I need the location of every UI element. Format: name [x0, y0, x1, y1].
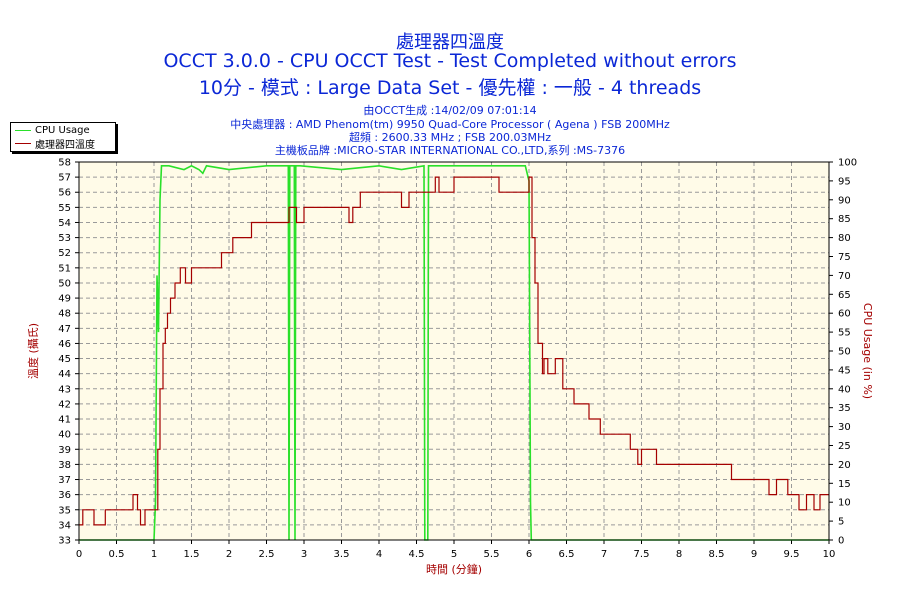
- y-right-tick-label: 10: [838, 498, 851, 509]
- x-tick-label: 7.5: [634, 549, 650, 560]
- plot-frame: [78, 161, 830, 541]
- y-right-tick-label: 45: [838, 365, 851, 376]
- series-line-temperature: [79, 176, 829, 526]
- y-right-tick-label: 100: [838, 158, 857, 169]
- x-tick-label: 0: [76, 549, 82, 560]
- y-left-tick-label: 42: [58, 399, 71, 410]
- x-tick-label: 3: [301, 549, 307, 560]
- y-left-tick-label: 51: [58, 263, 71, 274]
- legend-swatch-temp: [15, 143, 31, 144]
- y-right-tick-label: 0: [838, 536, 844, 547]
- y-left-tick-label: 37: [58, 475, 71, 486]
- x-tick-label: 8: [676, 549, 682, 560]
- chart-subtitle-test: OCCT 3.0.0 - CPU OCCT Test - Test Comple…: [163, 50, 737, 72]
- y-left-tick-label: 49: [58, 294, 71, 305]
- y-right-tick-label: 35: [838, 403, 851, 414]
- y-right-tick-label: 75: [838, 252, 851, 263]
- y-left-tick-label: 48: [58, 309, 71, 320]
- x-tick-label: 5.5: [484, 549, 500, 560]
- y-left-tick-label: 39: [58, 445, 71, 456]
- x-tick-label: 1: [151, 549, 157, 560]
- y-right-tick-label: 50: [838, 347, 851, 358]
- y-left-tick-label: 50: [58, 278, 71, 289]
- y-left-tick-label: 44: [58, 369, 71, 380]
- legend-item-cpu: CPU Usage: [15, 124, 90, 137]
- x-tick-label: 10: [823, 549, 836, 560]
- y-left-tick-label: 41: [58, 415, 71, 426]
- y-left-tick-label: 47: [58, 324, 71, 335]
- x-tick-label: 4: [376, 549, 382, 560]
- y-right-tick-label: 90: [838, 195, 851, 206]
- x-tick-label: 9.5: [784, 549, 800, 560]
- y-left-tick-label: 54: [58, 218, 71, 229]
- x-axis-label: 時間 (分鐘): [426, 562, 482, 576]
- series-line-cpu-usage: [79, 164, 829, 541]
- legend-label-cpu: CPU Usage: [35, 125, 90, 136]
- y-left-tick-label: 56: [58, 188, 71, 199]
- info-generated: 由OCCT生成 :14/02/09 07:01:14: [363, 104, 537, 117]
- x-tick-label: 5: [451, 549, 457, 560]
- x-tick-label: 9: [751, 549, 757, 560]
- y-right-tick-label: 15: [838, 479, 851, 490]
- info-clock: 超頻 : 2600.33 MHz ; FSB 200.03MHz: [348, 131, 552, 144]
- y-left-tick-label: 36: [58, 490, 71, 501]
- x-tick-label: 6.5: [559, 549, 575, 560]
- y-right-tick-label: 5: [838, 517, 844, 528]
- x-tick-label: 3.5: [334, 549, 350, 560]
- x-tick-label: 2: [226, 549, 232, 560]
- y-left-tick-label: 35: [58, 505, 71, 516]
- y-right-tick-label: 60: [838, 309, 851, 320]
- chart-subtitle-mode: 10分 - 模式 : Large Data Set - 優先權 : 一般 - 4…: [198, 77, 702, 99]
- x-tick-label: 2.5: [259, 549, 275, 560]
- legend-label-temp: 處理器四溫度: [35, 140, 95, 151]
- y-left-tick-label: 57: [58, 173, 71, 184]
- y-right-tick-label: 20: [838, 460, 851, 471]
- y-right-tick-label: 80: [838, 233, 851, 244]
- y-right-axis-label: CPU Usage (in %): [861, 303, 874, 399]
- y-right-tick-label: 30: [838, 422, 851, 433]
- y-left-tick-label: 53: [58, 233, 71, 244]
- x-tick-label: 6: [526, 549, 532, 560]
- y-right-tick-label: 95: [838, 176, 851, 187]
- x-tick-label: 8.5: [709, 549, 725, 560]
- y-right-tick-label: 65: [838, 290, 851, 301]
- chart-legend: CPU Usage 處理器四溫度: [10, 122, 116, 152]
- y-right-tick-label: 70: [838, 271, 851, 282]
- y-left-tick-label: 46: [58, 339, 71, 350]
- y-right-tick-label: 40: [838, 384, 851, 395]
- chart-title: 處理器四溫度: [396, 32, 504, 53]
- y-left-tick-label: 38: [58, 460, 71, 471]
- x-tick-label: 7: [601, 549, 607, 560]
- y-left-tick-label: 34: [58, 520, 71, 531]
- y-left-tick-label: 43: [58, 384, 71, 395]
- info-cpu: 中央處理器 : AMD Phenom(tm) 9950 Quad-Core Pr…: [230, 118, 670, 131]
- y-right-tick-label: 55: [838, 328, 851, 339]
- y-left-tick-label: 55: [58, 203, 71, 214]
- y-left-tick-label: 52: [58, 248, 71, 259]
- y-right-tick-label: 25: [838, 441, 851, 452]
- y-left-tick-label: 40: [58, 430, 71, 441]
- x-tick-label: 0.5: [109, 549, 125, 560]
- y-left-tick-label: 45: [58, 354, 71, 365]
- legend-swatch-cpu: [15, 130, 31, 131]
- y-left-axis-label: 溫度 (攝氏): [26, 323, 40, 379]
- y-left-tick-label: 58: [58, 158, 71, 169]
- legend-item-temp: 處理器四溫度: [15, 137, 95, 151]
- x-tick-label: 4.5: [409, 549, 425, 560]
- y-left-tick-label: 33: [58, 536, 71, 547]
- y-right-tick-label: 85: [838, 214, 851, 225]
- x-tick-label: 1.5: [184, 549, 200, 560]
- info-motherboard: 主機板品牌 :MICRO-STAR INTERNATIONAL CO.,LTD,…: [274, 144, 626, 157]
